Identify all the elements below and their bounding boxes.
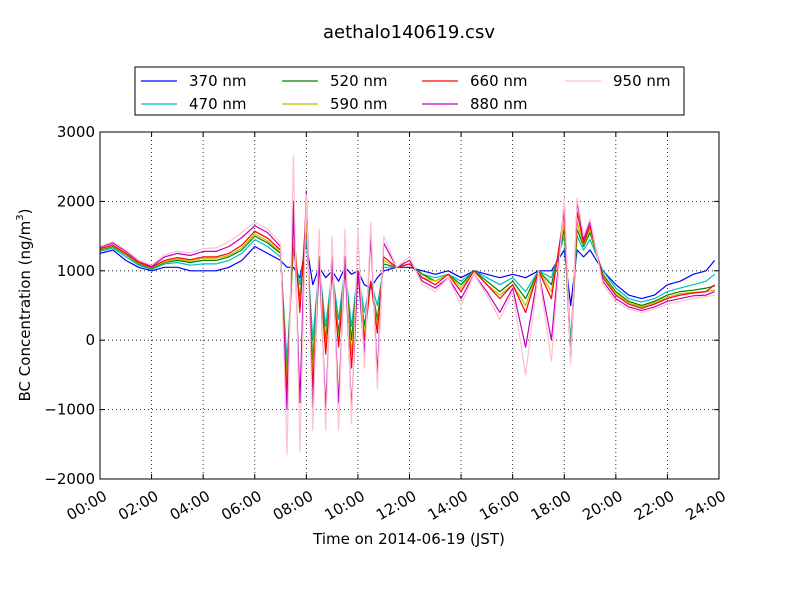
legend-label: 880 nm [470,95,528,113]
y-axis-label-main: BC Concentration (ng/m [16,221,34,402]
x-tick-label: 00:00 [64,487,110,524]
x-tick-label: 08:00 [270,487,316,524]
y-tick-label: 3000 [57,123,95,141]
legend-label: 520 nm [330,72,388,90]
y-tick-label: −2000 [44,470,95,488]
x-tick-label: 02:00 [115,487,161,524]
x-tick-label: 06:00 [218,487,264,524]
x-tick-label: 14:00 [425,487,471,524]
x-tick-label: 10:00 [321,487,367,524]
series-lines [99,155,716,456]
x-tick-label: 04:00 [167,487,213,524]
plot-frame [100,132,719,479]
plot-area [99,131,720,480]
y-axis-label: BC Concentration (ng/m3) [15,209,34,402]
x-axis-label: Time on 2014-06-19 (JST) [312,530,505,548]
series-line-950-nm [99,155,715,456]
legend-label: 370 nm [189,72,247,90]
y-tick-label: 1000 [57,262,95,280]
x-tick-label: 18:00 [528,487,574,524]
ticks [99,131,720,480]
x-tick-label: 16:00 [476,487,522,524]
series-line-470-nm [99,235,716,362]
x-tick-label: 24:00 [683,487,729,524]
y-axis-label-superscript: 3 [15,214,26,220]
y-tick-labels: −2000 −1000 0 1000 2000 3000 [44,123,95,488]
chart-title: aethalo140619.csv [323,22,495,43]
y-tick-label: −1000 [44,401,95,419]
legend-label: 950 nm [613,72,671,90]
x-tick-label: 20:00 [579,487,625,524]
y-axis-label-close: ) [16,209,34,215]
x-tick-label: 22:00 [631,487,677,524]
legend-label: 470 nm [189,95,247,113]
y-tick-label: 2000 [57,192,95,210]
y-tick-label: 0 [85,331,95,349]
legend-label: 590 nm [330,95,388,113]
legend: 370 nm 470 nm 520 nm 590 nm 660 nm 880 nm 950 … [134,66,685,116]
legend-label: 660 nm [470,72,528,90]
x-tick-labels: 00:00 02:00 04:00 06:00 08:00 10:00 12:00 14:00… [64,487,729,524]
legend-box [134,66,685,116]
series-line-370-nm [99,242,716,307]
x-tick-label: 12:00 [373,487,419,524]
